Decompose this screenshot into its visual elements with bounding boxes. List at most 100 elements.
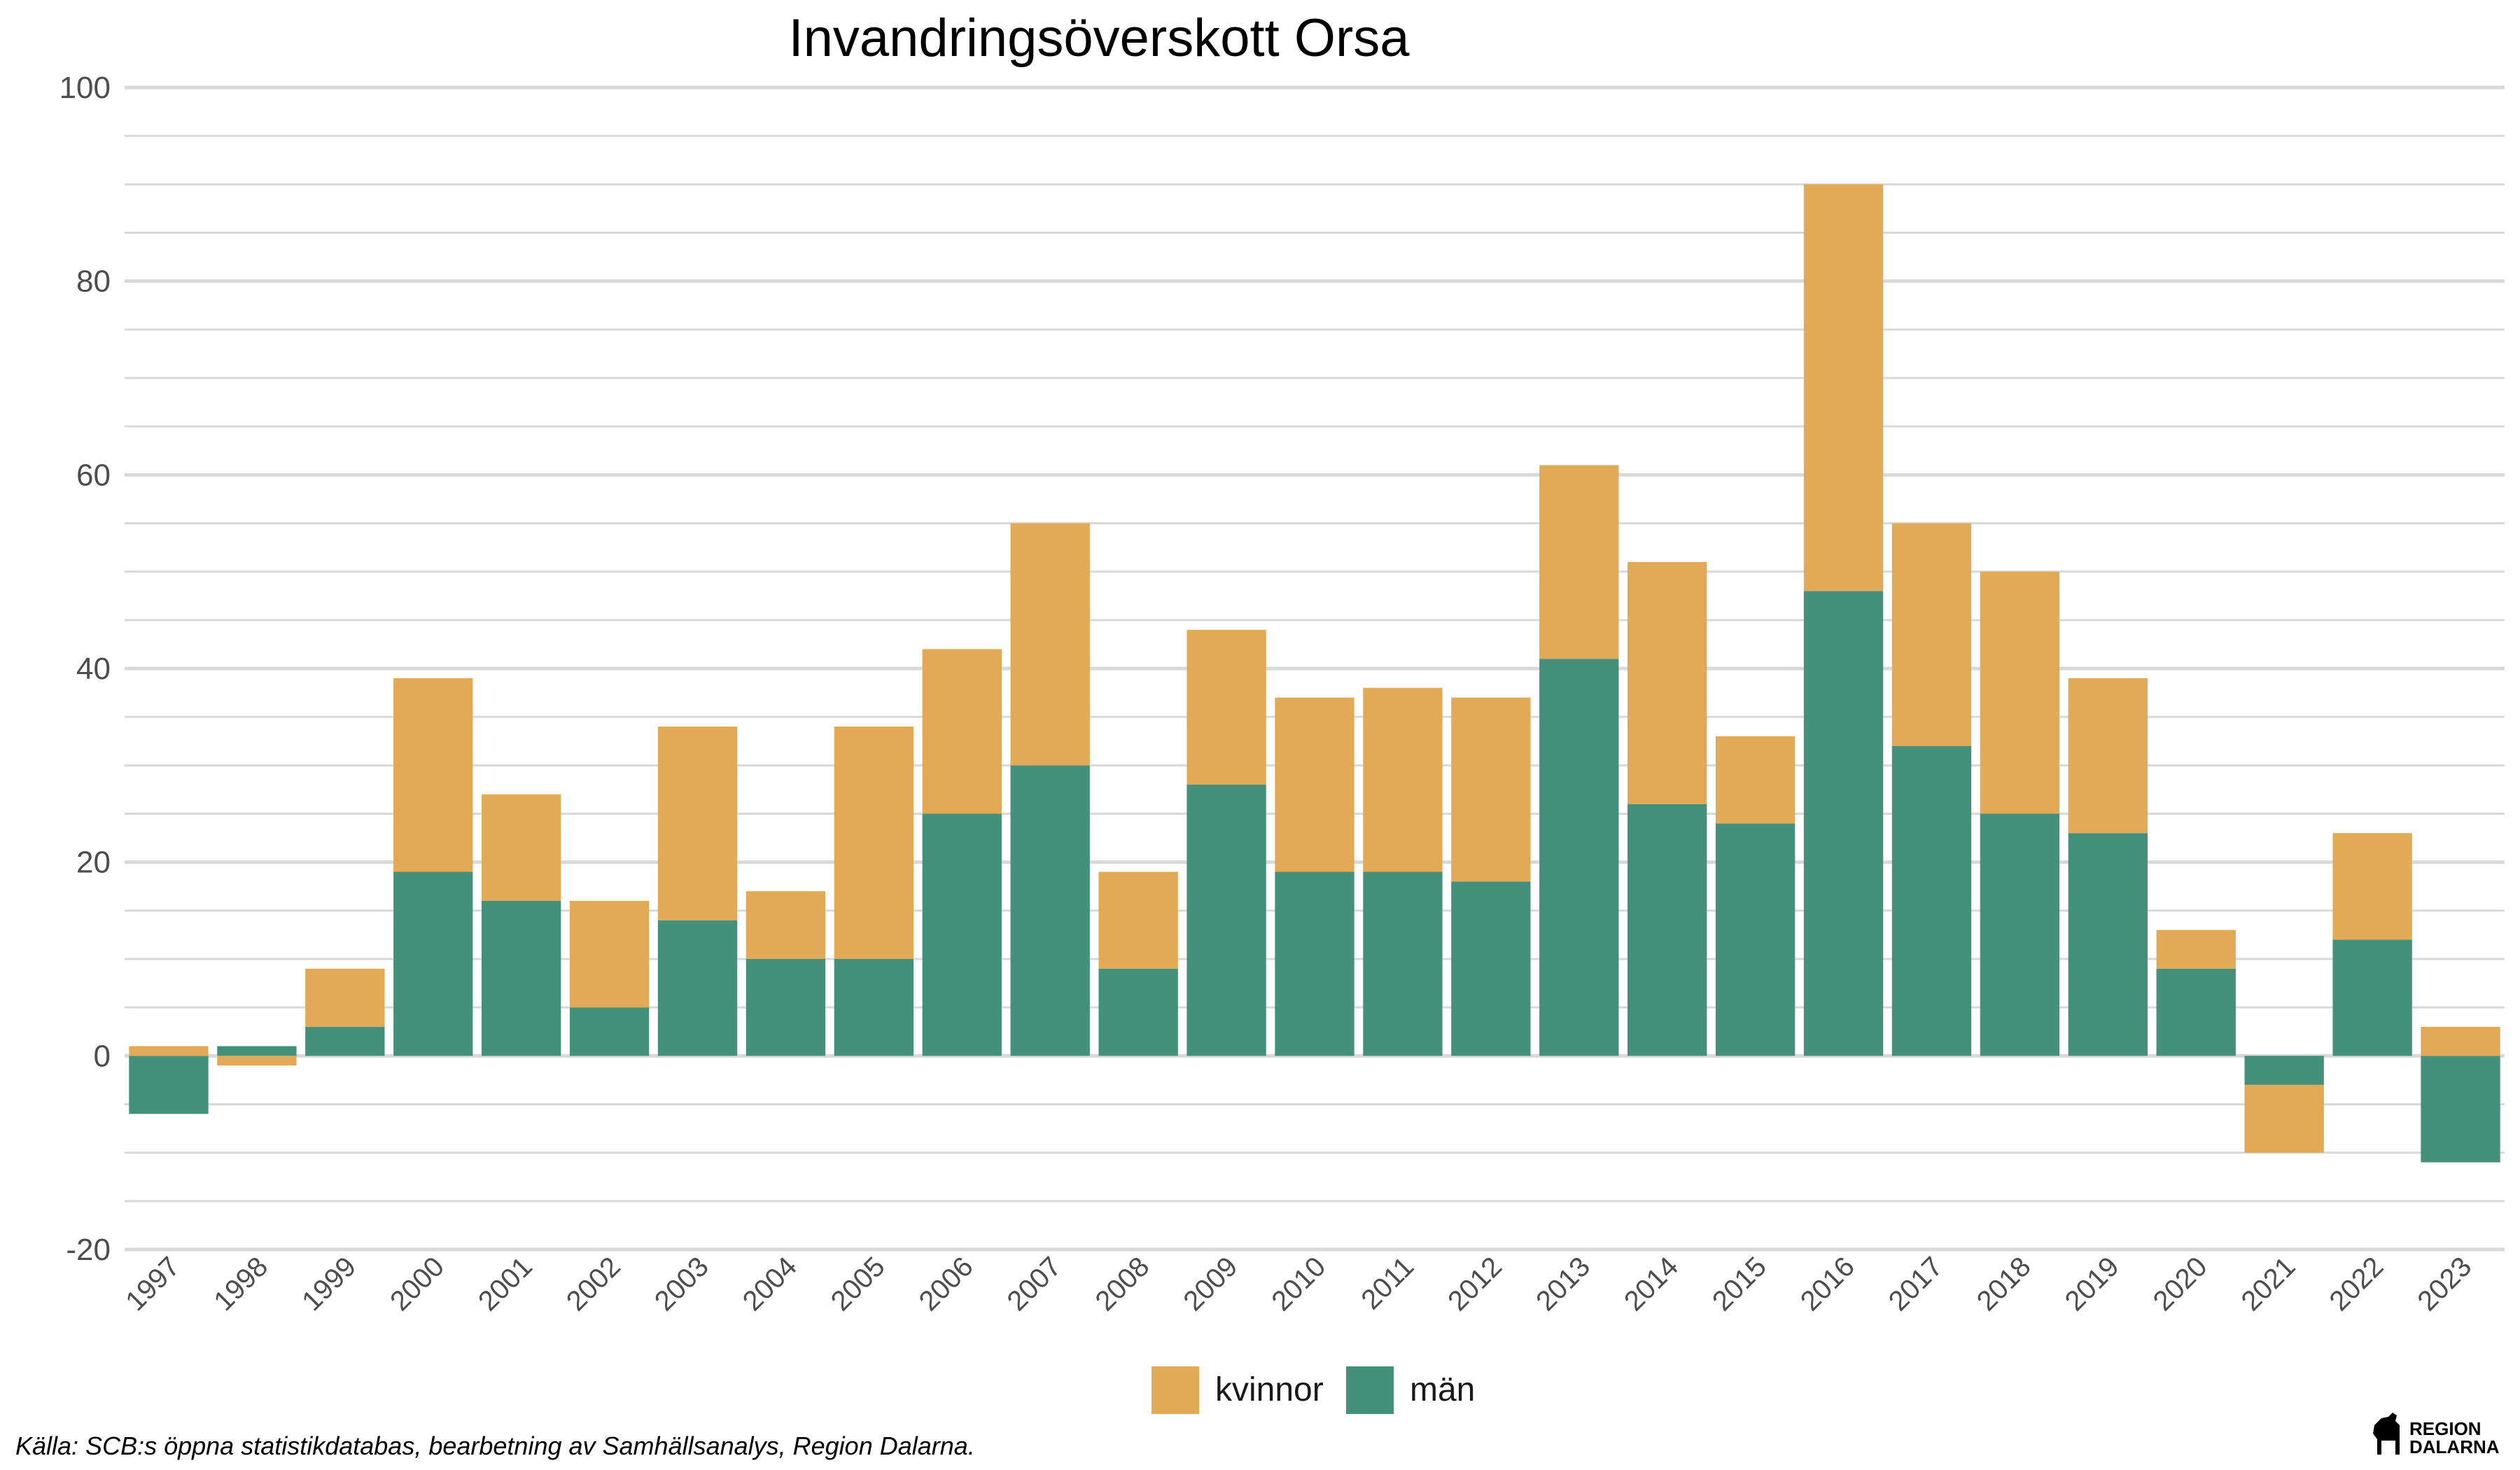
x-tick-label: 2002 [561,1251,626,1317]
logo-line1: REGION [2409,1418,2482,1439]
bar-kvinnor [922,649,1002,814]
bar-man [834,959,914,1056]
region-dalarna-logo: REGION DALARNA [2373,1413,2500,1457]
y-tick-label: -20 [66,1233,111,1267]
x-tick-label: 2011 [1355,1251,1420,1315]
legend-label: män [1410,1371,1475,1408]
legend-label: kvinnor [1215,1371,1324,1408]
bar-man [482,901,561,1056]
logo-line2: DALARNA [2409,1436,2500,1457]
bar-man [1275,872,1354,1056]
gridlines [125,85,2505,1252]
legend: kvinnor män [1152,1366,1475,1414]
bar-man [569,1007,650,1056]
x-tick-label: 2003 [649,1251,715,1317]
bar-man [1891,746,1972,1056]
bar-kvinnor [569,901,650,1008]
bar-man [393,872,473,1056]
bar-man [1539,659,1619,1056]
bar-kvinnor [1891,523,1972,746]
bar-man [2068,833,2148,1056]
x-tick-label: 2020 [2148,1251,2213,1317]
legend-swatch [1152,1366,1199,1414]
y-axis-ticks: -20 0 20 40 60 80 100 [59,71,111,1267]
bar-kvinnor [2244,1084,2324,1153]
bar-kvinnor [1363,687,1443,872]
y-tick-label: 100 [59,71,111,105]
x-tick-label: 1997 [120,1251,186,1317]
x-tick-label: 2018 [1971,1251,2037,1317]
y-tick-label: 0 [94,1039,111,1073]
x-tick-label: 2001 [472,1251,538,1317]
bars [129,184,2500,1163]
bar-kvinnor [2421,1026,2500,1056]
bar-kvinnor [1803,184,1884,592]
bar-kvinnor [1715,736,1795,824]
bar-kvinnor [305,968,385,1027]
legend-swatch [1346,1366,1394,1414]
dala-horse-icon [2373,1413,2400,1455]
bar-kvinnor [482,794,561,901]
x-axis-ticks: 1997 1998 1999 2000 2001 2002 2003 2004 2005 2006… [120,1251,2477,1317]
bar-kvinnor [1098,872,1178,969]
bar-man [2244,1056,2324,1085]
y-tick-label: 80 [76,265,111,299]
x-tick-label: 2023 [2412,1251,2477,1317]
bar-man [1098,968,1178,1056]
x-tick-label: 2009 [1177,1251,1243,1317]
bar-man [217,1046,297,1056]
bar-kvinnor [746,891,826,959]
bar-man [2421,1056,2500,1163]
bar-man [1451,881,1531,1056]
bar-man [1010,765,1090,1056]
x-tick-label: 2004 [737,1251,803,1317]
x-tick-label: 2007 [1002,1251,1068,1317]
y-tick-label: 20 [76,846,111,880]
bar-kvinnor [217,1056,297,1066]
x-tick-label: 2000 [384,1251,450,1317]
x-tick-label: 2013 [1530,1251,1596,1317]
x-tick-label: 2006 [913,1251,979,1317]
bar-kvinnor [2332,833,2412,940]
bar-kvinnor [1010,523,1090,766]
bar-man [129,1056,209,1114]
bar-kvinnor [2068,678,2148,834]
x-tick-label: 2022 [2323,1251,2389,1317]
x-tick-label: 2010 [1266,1251,1331,1317]
bar-man [657,920,738,1056]
bar-kvinnor [1186,629,1266,785]
bar-man [2156,968,2236,1056]
x-tick-label: 2014 [1618,1251,1684,1317]
bar-kvinnor [834,727,914,959]
x-tick-label: 2012 [1442,1251,1508,1317]
bar-kvinnor [1539,465,1619,659]
source-caption: Källa: SCB:s öppna statistikdatabas, bea… [15,1432,975,1460]
bar-kvinnor [129,1046,209,1056]
y-tick-label: 40 [76,652,111,686]
x-tick-label: 2019 [2059,1251,2125,1317]
bar-man [1363,872,1443,1056]
bar-kvinnor [657,727,738,920]
chart-title: Invandringsöverskott Orsa [788,8,1410,68]
bar-man [305,1026,385,1056]
x-tick-label: 2016 [1795,1251,1861,1317]
bar-man [1980,813,2060,1056]
bar-kvinnor [1451,697,1531,882]
y-tick-label: 60 [76,458,111,492]
x-tick-label: 2017 [1883,1251,1949,1317]
x-tick-label: 1998 [208,1251,274,1317]
bar-kvinnor [1275,697,1354,872]
bar-kvinnor [2156,930,2236,969]
bar-kvinnor [1628,561,1707,804]
bar-man [922,813,1002,1056]
bar-kvinnor [1980,571,2060,814]
x-tick-label: 1999 [296,1251,362,1317]
bar-man [1803,591,1884,1056]
bar-man [1628,804,1707,1056]
x-tick-label: 2015 [1707,1251,1772,1317]
bar-man [1186,785,1266,1056]
bar-man [2332,939,2412,1056]
bar-man [1715,823,1795,1056]
x-tick-label: 2021 [2236,1251,2302,1317]
